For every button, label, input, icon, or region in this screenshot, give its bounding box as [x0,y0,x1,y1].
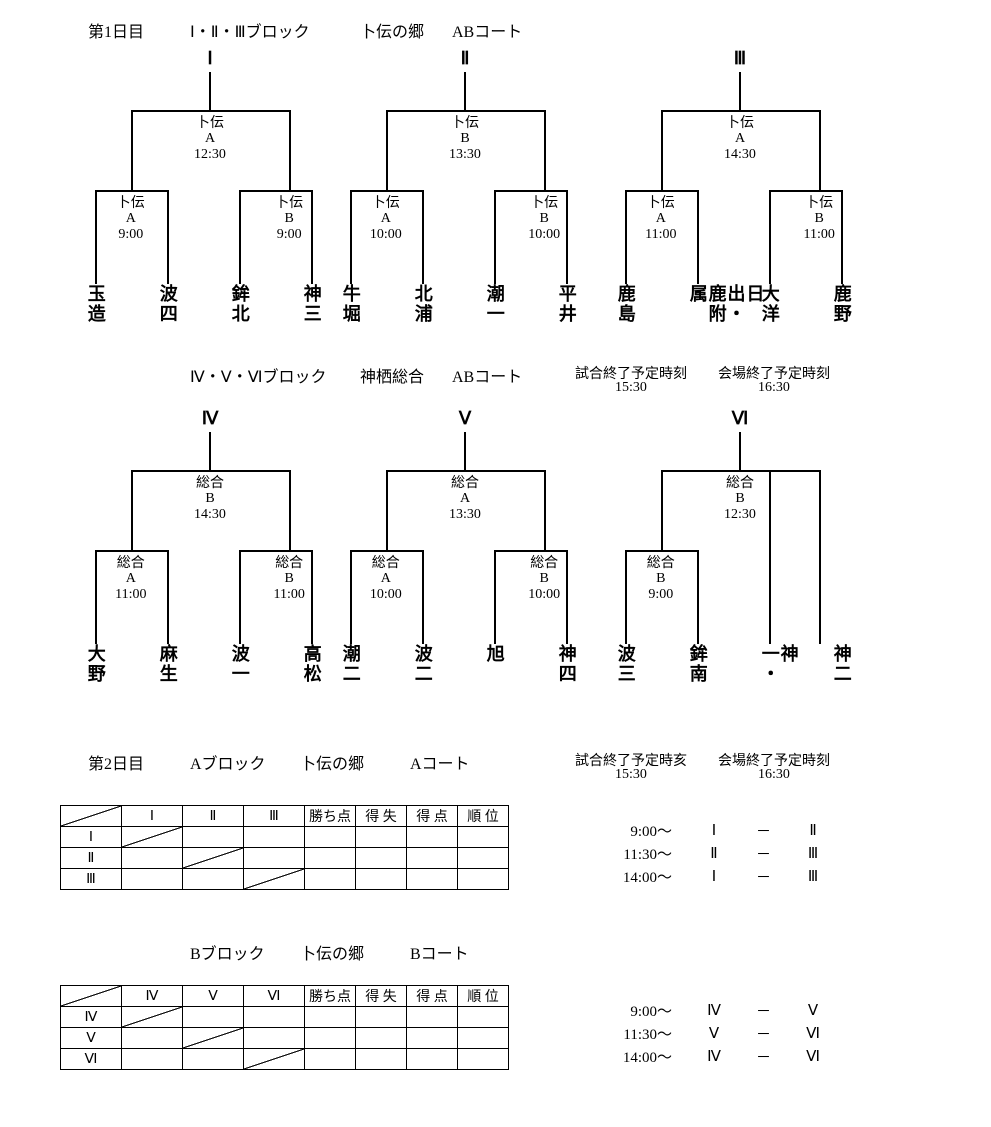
team-label: 波三 [616,644,635,700]
row2-venue: 神栖総合 [360,363,424,387]
day1-court: ABコート [452,18,522,42]
team-label: 北浦 [413,284,432,340]
team-label: 鹿野 [832,284,851,340]
schedule-b: 9:00～Ⅳ－Ⅴ11:30～Ⅴ－Ⅵ14:00～Ⅳ－Ⅵ [590,998,845,1069]
team-label: 玉造 [86,284,105,340]
team-label: 神四 [557,644,576,700]
team-label: 鹿島 [616,284,635,340]
team-label: 波四 [158,284,177,340]
row2-end2-time: 16:30 [758,380,790,396]
team-label: 日出・鹿附属 [688,284,764,340]
team-label: 潮一 [485,284,504,340]
team-label: 鉾南 [688,644,707,700]
row2-court: ABコート [452,363,522,387]
team-label: 大野 [86,644,105,700]
team-label: 旭 [485,644,504,700]
team-label: 平井 [557,284,576,340]
team-label: 神一・ [760,644,798,700]
day1-blocks: Ⅰ・Ⅱ・Ⅲブロック [190,18,310,42]
row2-end1-time: 15:30 [615,380,647,396]
day1-venue: 卜伝の郷 [360,18,424,42]
team-label: 鉾北 [230,284,249,340]
team-label: 波一 [230,644,249,700]
round-robin-table: ⅣⅤⅥ勝ち点得 失得 点順 位ⅣⅤⅥ [60,985,509,1070]
team-label: 麻生 [158,644,177,700]
schedule-a: 9:00～Ⅰ－Ⅱ11:30～Ⅱ－Ⅲ14:00～Ⅰ－Ⅲ [590,818,845,889]
team-label: 波二 [413,644,432,700]
round-robin-table: ⅠⅡⅢ勝ち点得 失得 点順 位ⅠⅡⅢ [60,805,509,890]
team-label: 大洋 [760,284,779,340]
day2-label: 第2日目 [88,750,144,774]
team-label: 高松 [302,644,321,700]
team-label: 神二 [832,644,851,700]
day1-label: 第1日目 [88,18,144,42]
team-label: 潮二 [341,644,360,700]
team-label: 神三 [302,284,321,340]
row2-blocks: Ⅳ・Ⅴ・Ⅵブロック [190,363,326,387]
team-label: 牛堀 [341,284,360,340]
tournament-sheet: 第1日目 Ⅰ・Ⅱ・Ⅲブロック 卜伝の郷 ABコート Ⅳ・Ⅴ・Ⅵブロック 神栖総合 ABコート… [0,0,991,1127]
